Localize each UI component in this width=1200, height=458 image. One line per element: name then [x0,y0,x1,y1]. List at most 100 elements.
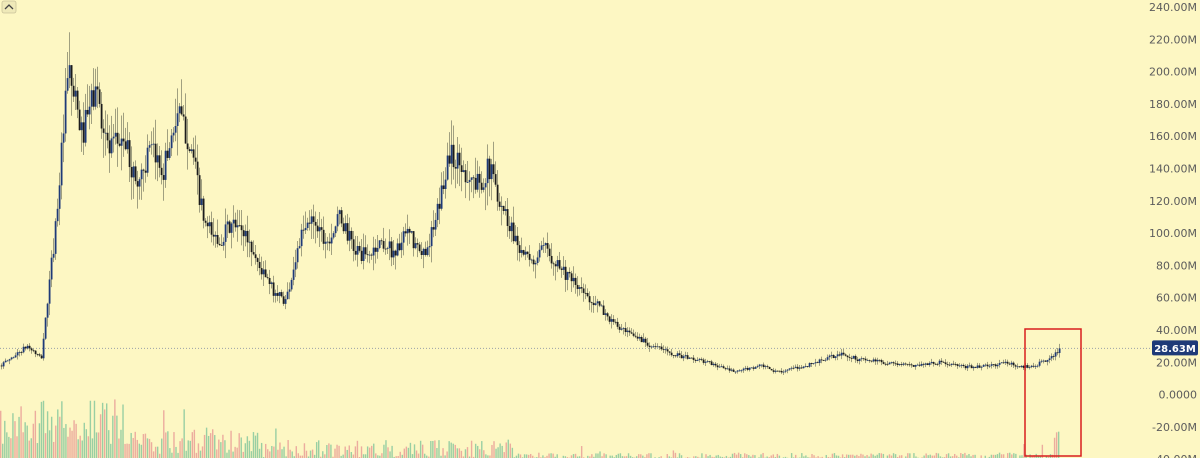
candle-body [868,360,871,362]
candle-body [238,225,241,227]
volume-bar [680,455,683,458]
volume-bar [254,435,257,458]
volume-bar [803,456,805,458]
candle-body [394,250,397,256]
volume-bar [623,456,626,458]
candle-body [552,263,555,265]
candle-body [790,367,793,369]
candle-body [910,364,913,366]
candle-body [344,223,347,232]
volume-bar [770,455,772,458]
volume-bar [148,438,151,458]
volume-bar [63,427,65,458]
volume-bar [621,456,624,458]
candle-body [920,363,923,366]
candle-body [90,90,93,107]
candle-body [924,363,927,365]
candle-body [614,321,617,323]
volume-bar [173,432,175,458]
candle-body [808,363,811,367]
candle-body [136,181,139,187]
volume-bar [470,440,473,458]
candle-body [718,366,721,368]
candle-body [580,287,583,289]
volume-bar [552,453,554,458]
candle-body [546,243,549,249]
volume-bar [766,456,768,458]
candle-body [376,247,379,252]
volume-bar [886,455,889,458]
collapse-button[interactable] [1,0,17,14]
candle-body [298,246,301,249]
candle-body [1050,356,1053,359]
volume-bar [248,440,251,458]
candle-body [26,345,29,349]
volume-bar [554,456,556,458]
volume-bar [313,454,316,458]
volume-bar [4,420,6,458]
candle-body [560,268,563,270]
candle-body [1008,363,1011,365]
candle-body [710,361,713,366]
candle-body [590,302,593,304]
volume-bar [611,455,613,458]
volume-bar [678,453,681,458]
volume-bar [110,443,112,458]
volume-bar [1002,454,1005,458]
volume-bar [293,456,295,458]
candle-body [870,360,873,362]
candle-body [804,366,807,367]
volume-bar [864,456,866,458]
volume-bar [862,454,864,458]
volume-bar [619,453,622,458]
candle-body [694,359,697,361]
volume-bar [279,442,281,458]
volume-bar [580,446,583,458]
collapse-button-bg[interactable] [1,0,17,14]
candle-body [658,346,661,348]
volume-bar [925,453,927,458]
candle-body [8,359,11,361]
candle-body [798,367,801,369]
volume-bar [340,455,342,458]
volume-bar [1013,453,1015,458]
candle-body [680,354,683,359]
candle-body [514,235,517,242]
candle-body [684,355,687,357]
volume-bar [366,446,369,458]
volume-bar [132,437,134,458]
candle-body [1058,348,1061,353]
volume-bar [385,440,387,458]
volume-bar [234,446,236,458]
volume-bar [73,420,75,458]
candle-body [982,365,985,367]
volume-bar [6,432,8,458]
candle-body [814,362,817,364]
volume-bar [114,399,116,458]
candle-body [548,248,551,256]
volume-bar [360,446,363,458]
candle-body [378,240,381,248]
candle-body [776,370,779,372]
candle-body [46,303,49,318]
volume-bar [122,404,124,458]
volume-bar [112,415,114,458]
volume-bar [731,453,734,458]
y-tick-label: 0.0000 [1159,389,1198,402]
volume-bar [625,456,628,458]
candle-body [70,65,73,86]
volume-bar [150,442,153,458]
candle-body [554,264,557,267]
volume-bar [421,444,424,458]
volume-bar [831,453,834,458]
candle-body [18,352,21,354]
volume-bar [171,452,173,458]
candle-body [1038,361,1041,366]
candle-body [362,247,365,261]
candle-body [690,357,693,359]
volume-bar [898,455,901,458]
candle-body [400,242,403,251]
candle-body [648,345,651,347]
